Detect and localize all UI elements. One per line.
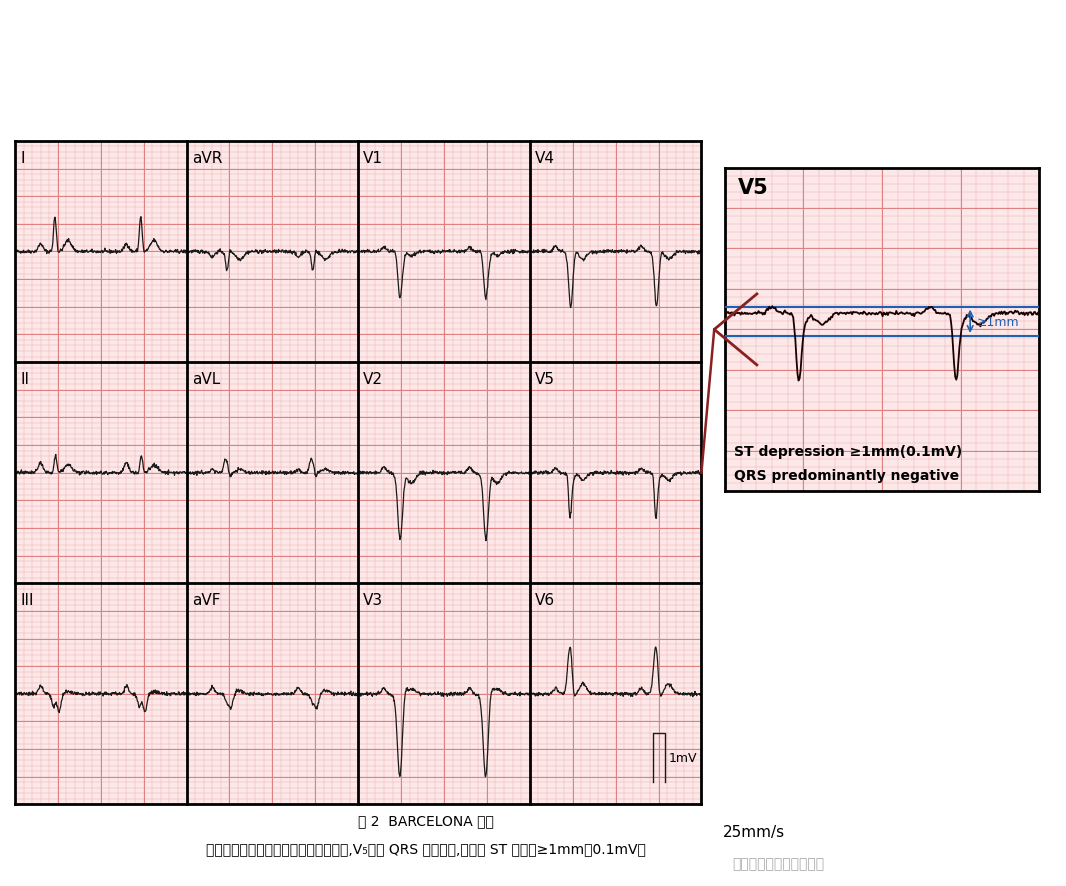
Text: III: III xyxy=(20,593,33,608)
Text: ST depression ≥1mm(0.1mV): ST depression ≥1mm(0.1mV) xyxy=(734,444,963,458)
Text: 1mV: 1mV xyxy=(668,751,697,764)
Text: I: I xyxy=(20,151,25,166)
Text: V2: V2 xyxy=(364,371,384,386)
Text: 图 2  BARCELONA 标准: 图 2 BARCELONA 标准 xyxy=(358,813,495,828)
Text: 公众号．朱晓晓心电资讯: 公众号．朱晓晓心电资讯 xyxy=(732,856,824,870)
Text: II: II xyxy=(20,371,29,386)
Text: aVR: aVR xyxy=(192,151,222,166)
Text: V1: V1 xyxy=(364,151,384,166)
Text: 25mm/s: 25mm/s xyxy=(723,824,785,839)
Text: 右冠脉闭塞引起的急性心肌梗死心电图,V₅导联 QRS 主波向下,同向的 ST 段压低≥1mm（0.1mV）: 右冠脉闭塞引起的急性心肌梗死心电图,V₅导联 QRS 主波向下,同向的 ST 段… xyxy=(207,842,646,856)
Text: aVF: aVF xyxy=(192,593,221,608)
Text: V5: V5 xyxy=(738,178,769,198)
Text: ≥1mm: ≥1mm xyxy=(976,315,1019,329)
Text: aVL: aVL xyxy=(192,371,220,386)
Text: V3: V3 xyxy=(364,593,384,608)
Text: QRS predominantly negative: QRS predominantly negative xyxy=(734,469,959,483)
Text: V5: V5 xyxy=(535,371,555,386)
Text: V6: V6 xyxy=(535,593,555,608)
Text: V4: V4 xyxy=(535,151,555,166)
